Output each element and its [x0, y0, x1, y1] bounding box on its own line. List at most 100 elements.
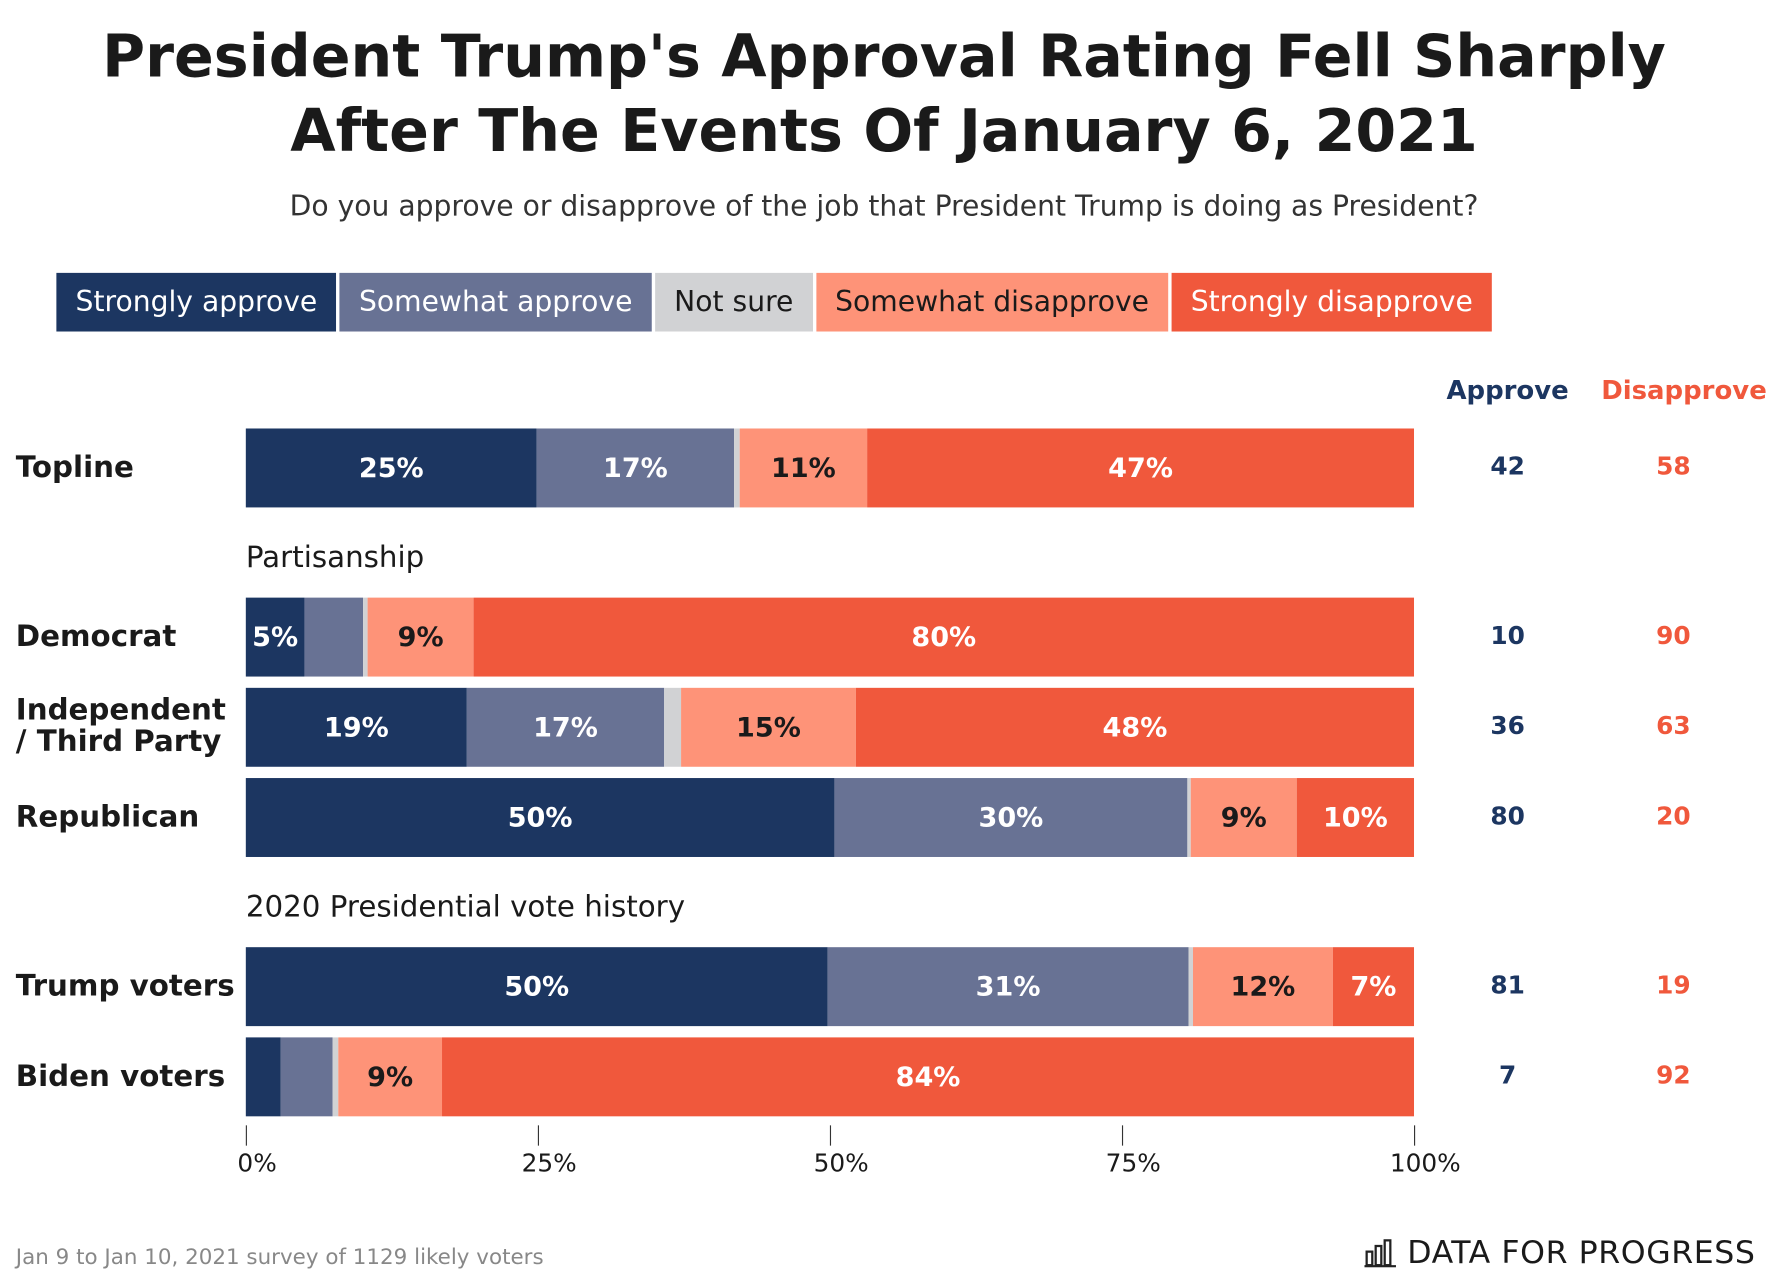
approve-total: 81	[1490, 971, 1525, 1001]
data-label: 47%	[1108, 452, 1173, 484]
x-tick	[829, 1125, 832, 1146]
title-line-2: After The Events Of January 6, 2021	[290, 98, 1478, 166]
legend-item: Strongly disapprove	[1171, 272, 1493, 332]
data-label: 9%	[367, 1061, 414, 1093]
bar-segment-not-sure	[734, 428, 740, 508]
legend-item: Not sure	[655, 272, 813, 332]
data-label: 15%	[736, 711, 801, 744]
bar-segment-somewhat-disapprove: 11%	[739, 428, 868, 508]
x-tick	[1121, 1125, 1124, 1146]
x-tick-label: 0%	[237, 1150, 277, 1179]
x-tick	[1414, 1125, 1416, 1146]
data-label: 80%	[911, 621, 977, 653]
data-label: 5%	[252, 621, 299, 653]
data-label: 50%	[507, 801, 573, 834]
data-label: 10%	[1322, 801, 1388, 834]
bar-segment-somewhat-disapprove: 9%	[338, 1037, 443, 1117]
section-label-vote-history: 2020 Presidential vote history	[245, 890, 686, 925]
row-label: Republican	[15, 800, 200, 835]
bar-segment-somewhat-disapprove: 9%	[1190, 778, 1297, 857]
bar-segment-strongly-disapprove: 47%	[867, 428, 1415, 508]
bar-segment-somewhat-approve: 30%	[834, 778, 1188, 857]
data-label: 12%	[1230, 970, 1296, 1003]
disapprove-total: 19	[1656, 971, 1691, 1001]
approve-total: 42	[1490, 453, 1525, 482]
bar-segment-strongly-approve: 19%	[245, 687, 467, 767]
footer-note: Jan 9 to Jan 10, 2021 survey of 1129 lik…	[15, 1244, 544, 1270]
bar-chart-icon	[1364, 1238, 1396, 1267]
bar-segment-somewhat-disapprove: 15%	[681, 687, 856, 767]
bar-segment-strongly-approve: 5%	[245, 597, 305, 677]
stacked-bar: 9% 84%	[245, 1037, 1415, 1117]
bar-segment-not-sure	[332, 1037, 339, 1117]
row-label: Biden voters	[15, 1059, 226, 1094]
bar-segment-strongly-disapprove: 84%	[442, 1037, 1415, 1117]
bar-segment-strongly-approve: 25%	[245, 428, 537, 508]
disapprove-total: 90	[1656, 622, 1691, 651]
x-tick-label: 50%	[813, 1150, 869, 1179]
approve-total: 10	[1490, 622, 1525, 651]
stacked-bar: 5% 9% 80%	[245, 597, 1415, 677]
data-label: 9%	[1220, 801, 1267, 834]
x-tick-label: 75%	[1105, 1150, 1161, 1179]
chart-subtitle: Do you approve or disapprove of the job …	[289, 189, 1479, 223]
bar-segment-strongly-approve: 50%	[245, 778, 835, 857]
data-label: 11%	[771, 452, 836, 484]
data-label: 48%	[1102, 711, 1168, 744]
bar-segment-strongly-disapprove: 10%	[1296, 778, 1415, 857]
data-label: 19%	[323, 711, 389, 744]
data-label: 17%	[603, 452, 668, 484]
stacked-bar: 50% 30% 9% 10%	[245, 778, 1415, 857]
legend: Strongly approve Somewhat approve Not sure…	[56, 272, 1495, 332]
bar-segment-not-sure	[363, 597, 368, 677]
bar-segment-somewhat-approve	[280, 1037, 333, 1117]
x-tick	[245, 1125, 247, 1146]
row-label: Democrat	[15, 620, 177, 655]
bar-segment-strongly-disapprove: 48%	[855, 687, 1415, 767]
data-label: 7%	[1350, 970, 1397, 1003]
row-label: Trump voters	[15, 969, 235, 1004]
legend-item: Strongly approve	[56, 272, 337, 332]
bar-segment-somewhat-approve: 17%	[466, 687, 665, 767]
logo: DATA FOR PROGRESS	[1364, 1234, 1755, 1271]
legend-item: Somewhat approve	[339, 272, 652, 332]
title-line-1: President Trump's Approval Rating Fell S…	[102, 23, 1666, 92]
data-label: 9%	[397, 621, 444, 653]
bar-segment-strongly-approve: 50%	[245, 947, 828, 1027]
chart-title: President Trump's Approval Rating Fell S…	[0, 20, 1768, 169]
x-tick	[537, 1125, 539, 1146]
disapprove-total: 20	[1656, 802, 1691, 832]
approve-total: 36	[1490, 712, 1525, 741]
stacked-bar: 50% 31% 12% 7%	[245, 947, 1415, 1027]
bar-segment-strongly-disapprove: 80%	[473, 597, 1415, 677]
bar-segment-not-sure	[664, 687, 682, 767]
data-label: 30%	[978, 801, 1044, 834]
bar-segment-somewhat-disapprove: 12%	[1193, 947, 1333, 1027]
bar-segment-strongly-disapprove: 7%	[1332, 947, 1415, 1027]
section-label-partisanship: Partisanship	[245, 541, 425, 576]
approve-header: Approve	[1446, 376, 1569, 406]
disapprove-total: 63	[1656, 712, 1691, 741]
data-label: 50%	[504, 970, 570, 1003]
bar-segment-somewhat-approve: 17%	[536, 428, 735, 508]
data-label: 17%	[533, 711, 598, 744]
data-label: 25%	[358, 452, 424, 484]
data-label: 84%	[895, 1061, 961, 1093]
row-label: Topline	[15, 451, 134, 485]
approve-total: 80	[1490, 802, 1525, 832]
data-label: 31%	[975, 970, 1041, 1003]
bar-segment-somewhat-approve	[304, 597, 364, 677]
bar-segment-not-sure	[1188, 947, 1194, 1027]
x-tick-label: 100%	[1389, 1150, 1461, 1179]
disapprove-header: Disapprove	[1601, 376, 1767, 406]
legend-item: Somewhat disapprove	[815, 272, 1169, 332]
logo-text: DATA FOR PROGRESS	[1407, 1233, 1756, 1271]
disapprove-total: 58	[1656, 453, 1691, 482]
stacked-bar: 25% 17% 11% 47%	[245, 428, 1415, 508]
approve-total: 7	[1498, 1062, 1517, 1091]
stacked-bar: 19% 17% 15% 48%	[245, 687, 1415, 767]
x-tick-label: 25%	[521, 1150, 577, 1179]
row-label: Independent / Third Party	[15, 693, 226, 759]
bar-segment-somewhat-disapprove: 9%	[367, 597, 474, 677]
